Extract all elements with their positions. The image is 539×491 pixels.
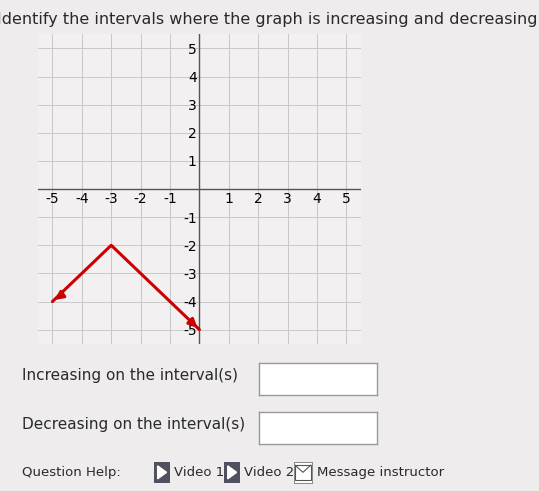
Text: Video 1: Video 1 — [174, 466, 224, 479]
Polygon shape — [227, 466, 237, 479]
Text: Video 2: Video 2 — [244, 466, 294, 479]
Text: Increasing on the interval(s): Increasing on the interval(s) — [22, 368, 238, 383]
Text: Decreasing on the interval(s): Decreasing on the interval(s) — [22, 417, 245, 432]
Text: Identify the intervals where the graph is increasing and decreasing.: Identify the intervals where the graph i… — [0, 12, 539, 27]
Text: Message instructor: Message instructor — [317, 466, 444, 479]
Text: Question Help:: Question Help: — [22, 466, 120, 479]
Polygon shape — [157, 466, 167, 479]
